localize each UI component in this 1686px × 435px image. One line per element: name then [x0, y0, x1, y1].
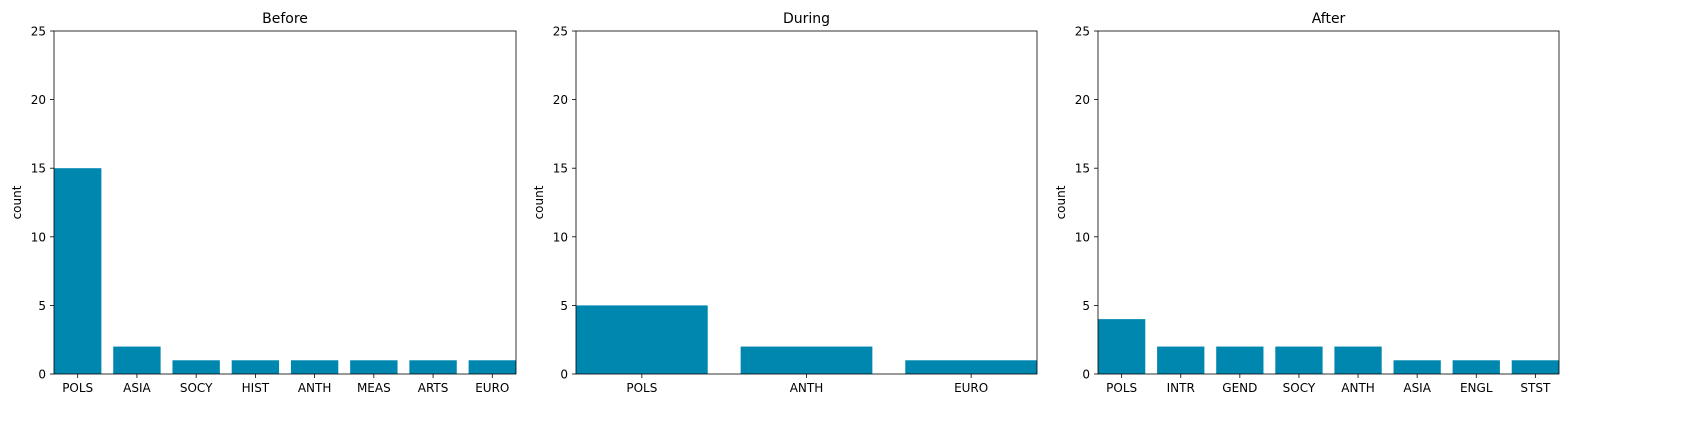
y-tick-label: 0: [38, 368, 46, 382]
x-tick-label: POLS: [62, 381, 93, 395]
x-tick-label: MEAS: [357, 381, 391, 395]
y-tick-label: 0: [1082, 368, 1090, 382]
chart-title: During: [783, 11, 830, 27]
y-tick-label: 20: [553, 93, 568, 107]
x-tick-label: HIST: [242, 381, 270, 395]
y-axis-label: count: [1054, 185, 1068, 219]
bar-stst: [1511, 360, 1559, 374]
y-tick-label: 25: [1075, 25, 1090, 39]
x-tick-label: ASIA: [123, 381, 151, 395]
y-tick-label: 0: [560, 368, 568, 382]
x-tick-label: POLS: [1106, 381, 1137, 395]
x-tick-label: ANTH: [1341, 381, 1375, 395]
chart-panel-before: POLS ASIA SOCY HIST ANTH MEAS ARTS EURO 0 5 10 15 20…: [10, 11, 517, 395]
bar-anth: [290, 360, 339, 374]
x-tick-label: SOCY: [180, 381, 213, 395]
y-axis-label: count: [10, 185, 24, 219]
x-tick-label: ASIA: [1403, 381, 1431, 395]
bar-gend: [1216, 346, 1264, 374]
x-tick-label: GEND: [1222, 381, 1257, 395]
bar-anth: [1334, 346, 1382, 374]
x-tick-label: POLS: [626, 381, 657, 395]
y-tick-label: 15: [31, 162, 46, 176]
bar-anth: [740, 346, 873, 374]
bar-meas: [350, 360, 398, 374]
axes-frame: [575, 30, 1038, 375]
y-tick-label: 15: [1075, 162, 1090, 176]
y-tick-label: 25: [31, 25, 46, 39]
bar-hist: [231, 360, 280, 374]
x-tick-label: STST: [1520, 381, 1551, 395]
x-tick-label: ANTH: [298, 381, 332, 395]
x-tick-label: ARTS: [418, 381, 449, 395]
bar-euro: [468, 360, 516, 374]
y-tick-label: 5: [38, 299, 46, 313]
x-tick-label: EURO: [954, 381, 988, 395]
y-tick-label: 5: [1082, 299, 1090, 313]
y-tick-label: 20: [1075, 93, 1090, 107]
bar-engl: [1452, 360, 1500, 374]
bar-pols: [576, 305, 708, 374]
y-tick-label: 10: [1075, 230, 1090, 244]
y-tick-label: 5: [560, 299, 568, 313]
y-tick-label: 10: [31, 230, 46, 244]
y-tick-label: 20: [31, 93, 46, 107]
bar-pols: [1098, 319, 1146, 374]
bar-socy: [1275, 346, 1323, 374]
bar-socy: [172, 360, 220, 374]
bar-asia: [113, 346, 161, 374]
axes-frame: [53, 30, 517, 375]
bar-intr: [1157, 346, 1205, 374]
bar-pols: [54, 168, 102, 374]
bar-euro: [905, 360, 1037, 374]
x-tick-label: ANTH: [790, 381, 824, 395]
x-tick-label: ENGL: [1460, 381, 1493, 395]
axes-frame: [1097, 30, 1560, 375]
x-tick-label: EURO: [475, 381, 509, 395]
chart-panel-during: POLS ANTH EURO 0 5 10 15 20 25 During count: [532, 11, 1038, 395]
x-tick-label: SOCY: [1283, 381, 1316, 395]
bar-arts: [409, 360, 457, 374]
y-tick-label: 15: [553, 162, 568, 176]
y-tick-label: 10: [553, 230, 568, 244]
chart-title: Before: [262, 11, 308, 27]
x-tick-label: INTR: [1167, 381, 1195, 395]
chart-panel-after: POLS INTR GEND SOCY ANTH ASIA ENGL STST 0 5 10 15 20…: [1054, 11, 1560, 395]
chart-title: After: [1312, 11, 1346, 27]
bar-asia: [1393, 360, 1441, 374]
y-axis-label: count: [532, 185, 546, 219]
y-tick-label: 25: [553, 25, 568, 39]
